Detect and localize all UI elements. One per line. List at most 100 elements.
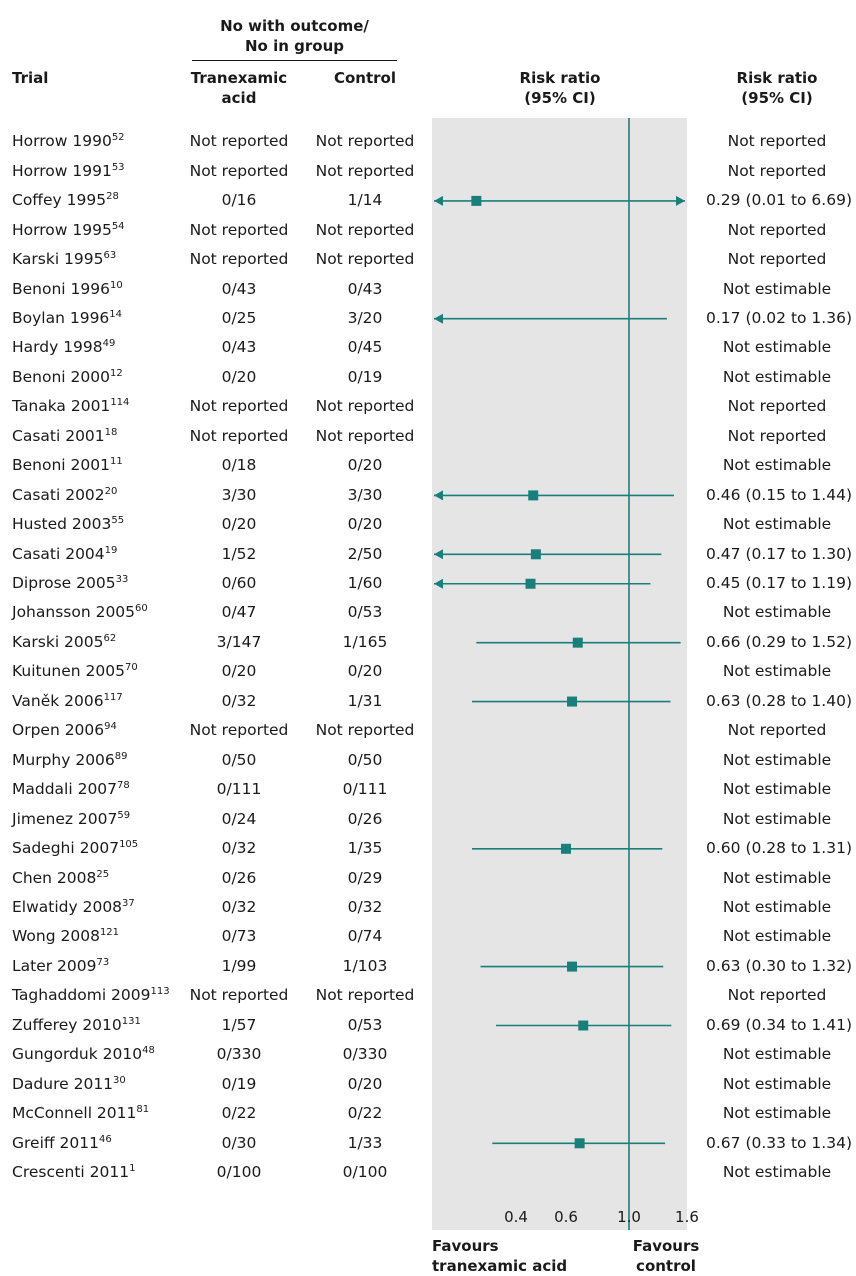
trial-label: Vaněk 2006 bbox=[12, 691, 104, 710]
table-row: Husted 200355 0/20 0/20 Not estimable bbox=[0, 510, 856, 539]
table-row: Murphy 200689 0/50 0/50 Not estimable bbox=[0, 746, 856, 775]
favours-tranexamic-label: Favours tranexamic acid bbox=[432, 1237, 568, 1275]
reference-number: 11 bbox=[109, 456, 123, 468]
table-row: Orpen 200694 Not reported Not reported Not … bbox=[0, 716, 856, 745]
trial-name: Husted 200355 bbox=[12, 510, 124, 539]
reference-number: 73 bbox=[96, 956, 110, 968]
trial-name: Kuitunen 200570 bbox=[12, 657, 138, 686]
trial-label: Elwatidy 2008 bbox=[12, 897, 123, 916]
table-row: Coffey 199528 0/16 1/14 0.29 (0.01 to 6.69) bbox=[0, 186, 856, 215]
trial-label: Maddali 2007 bbox=[12, 780, 118, 799]
trial-header: Trial bbox=[12, 69, 49, 87]
trial-label: Benoni 2000 bbox=[12, 367, 110, 386]
reference-number: 1 bbox=[129, 1163, 136, 1175]
tranexamic-value: 0/32 bbox=[221, 691, 257, 710]
risk-ratio-value: Not estimable bbox=[722, 1104, 832, 1123]
tranexamic-value: 1/57 bbox=[221, 1015, 257, 1034]
risk-ratio-value: Not reported bbox=[727, 161, 827, 180]
risk-ratio-value: Not reported bbox=[727, 250, 827, 269]
trial-name: Horrow 199052 bbox=[12, 127, 125, 156]
risk-ratio-value: Not estimable bbox=[722, 1163, 832, 1182]
tranexamic-value: 0/16 bbox=[221, 191, 257, 210]
trial-name: Karski 199563 bbox=[12, 245, 116, 274]
reference-number: 54 bbox=[111, 220, 125, 232]
reference-number: 48 bbox=[142, 1045, 155, 1057]
trial-label: Husted 2003 bbox=[12, 515, 112, 534]
table-row: Casati 200220 3/30 3/30 0.46 (0.15 to 1.44) bbox=[0, 481, 856, 510]
control-value: 3/30 bbox=[347, 485, 383, 504]
trial-label: Gungorduk 2010 bbox=[12, 1045, 143, 1064]
plot-panel bbox=[432, 118, 687, 1230]
trial-name: Casati 200220 bbox=[12, 481, 117, 510]
trial-name: Chen 200825 bbox=[12, 864, 109, 893]
risk-ratio-value: Not estimable bbox=[722, 662, 832, 681]
reference-number: 10 bbox=[109, 279, 123, 291]
control-value: 0/32 bbox=[347, 897, 383, 916]
tranexamic-value: Not reported bbox=[189, 220, 289, 239]
tranexamic-header: Tranexamic acid bbox=[190, 69, 288, 107]
control-value: 1/31 bbox=[347, 691, 383, 710]
table-row: Horrow 199554 Not reported Not reported Not… bbox=[0, 216, 856, 245]
risk-ratio-value: Not estimable bbox=[722, 897, 832, 916]
trial-label: Sadeghi 2007 bbox=[12, 839, 120, 858]
control-value: 0/50 bbox=[347, 750, 383, 769]
control-value: 1/14 bbox=[347, 191, 383, 210]
table-row: Diprose 200533 0/60 1/60 0.45 (0.17 to 1.19… bbox=[0, 569, 856, 598]
table-row: Benoni 199610 0/43 0/43 Not estimable bbox=[0, 275, 856, 304]
table-row: Horrow 199052 Not reported Not reported Not… bbox=[0, 127, 856, 156]
trial-label: Casati 2001 bbox=[12, 426, 105, 445]
trial-label: Orpen 2006 bbox=[12, 721, 105, 740]
tranexamic-value: 0/50 bbox=[221, 750, 257, 769]
trial-name: Orpen 200694 bbox=[12, 716, 117, 745]
control-value: Not reported bbox=[315, 161, 415, 180]
risk-ratio-value: 0.66 (0.29 to 1.52) bbox=[706, 632, 852, 651]
tranexamic-value: 0/20 bbox=[221, 662, 257, 681]
control-value: 1/165 bbox=[342, 632, 388, 651]
tranexamic-value: 0/19 bbox=[221, 1074, 257, 1093]
table-row: Karski 199563 Not reported Not reported Not… bbox=[0, 245, 856, 274]
tranexamic-value: 0/43 bbox=[221, 338, 257, 357]
trial-label: Zufferey 2010 bbox=[12, 1015, 122, 1034]
table-row: Benoni 200111 0/18 0/20 Not estimable bbox=[0, 451, 856, 480]
control-value: 0/20 bbox=[347, 515, 383, 534]
tranexamic-value: Not reported bbox=[189, 250, 289, 269]
trial-name: Wong 2008121 bbox=[12, 922, 119, 951]
trial-label: Karski 2005 bbox=[12, 632, 104, 651]
reference-number: 52 bbox=[111, 132, 125, 144]
control-value: Not reported bbox=[315, 721, 415, 740]
reference-number: 59 bbox=[117, 809, 131, 821]
risk-ratio-value: Not estimable bbox=[722, 927, 832, 946]
reference-number: 30 bbox=[113, 1074, 126, 1086]
trial-name: Casati 200419 bbox=[12, 540, 117, 569]
trial-label: Jimenez 2007 bbox=[12, 809, 118, 828]
table-row: Tanaka 2001114 Not reported Not reported No… bbox=[0, 392, 856, 421]
table-row: Kuitunen 200570 0/20 0/20 Not estimable bbox=[0, 657, 856, 686]
reference-number: 105 bbox=[119, 839, 139, 851]
reference-number: 94 bbox=[104, 721, 117, 733]
trial-label: Taghaddomi 2009 bbox=[12, 986, 151, 1005]
table-row: Maddali 200778 0/111 0/111 Not estimable bbox=[0, 775, 856, 804]
tranexamic-value: 0/24 bbox=[221, 809, 257, 828]
trial-name: Benoni 199610 bbox=[12, 275, 123, 304]
trial-label: Greiff 2011 bbox=[12, 1133, 99, 1152]
tranexamic-value: 0/330 bbox=[216, 1045, 262, 1064]
table-row: Hardy 199849 0/43 0/45 Not estimable bbox=[0, 333, 856, 362]
trial-name: Jimenez 200759 bbox=[12, 805, 130, 834]
control-value: 0/29 bbox=[347, 868, 383, 887]
risk-ratio-value: 0.60 (0.28 to 1.31) bbox=[706, 839, 852, 858]
risk-ratio-value: Not estimable bbox=[722, 809, 832, 828]
trial-name: McConnell 201181 bbox=[12, 1099, 149, 1128]
trial-label: Dadure 2011 bbox=[12, 1074, 114, 1093]
trial-label: Tanaka 2001 bbox=[12, 397, 111, 416]
risk-ratio-value: 0.17 (0.02 to 1.36) bbox=[706, 308, 852, 327]
tranexamic-value: 0/73 bbox=[221, 927, 257, 946]
trial-name: Greiff 201146 bbox=[12, 1129, 112, 1158]
control-value: Not reported bbox=[315, 250, 415, 269]
tranexamic-value: 0/32 bbox=[221, 897, 257, 916]
tranexamic-value: 3/147 bbox=[216, 632, 262, 651]
table-row: McConnell 201181 0/22 0/22 Not estimable bbox=[0, 1099, 856, 1128]
control-value: Not reported bbox=[315, 426, 415, 445]
control-value: 0/53 bbox=[347, 603, 383, 622]
risk-ratio-value: 0.63 (0.28 to 1.40) bbox=[706, 691, 852, 710]
trial-label: McConnell 2011 bbox=[12, 1104, 137, 1123]
